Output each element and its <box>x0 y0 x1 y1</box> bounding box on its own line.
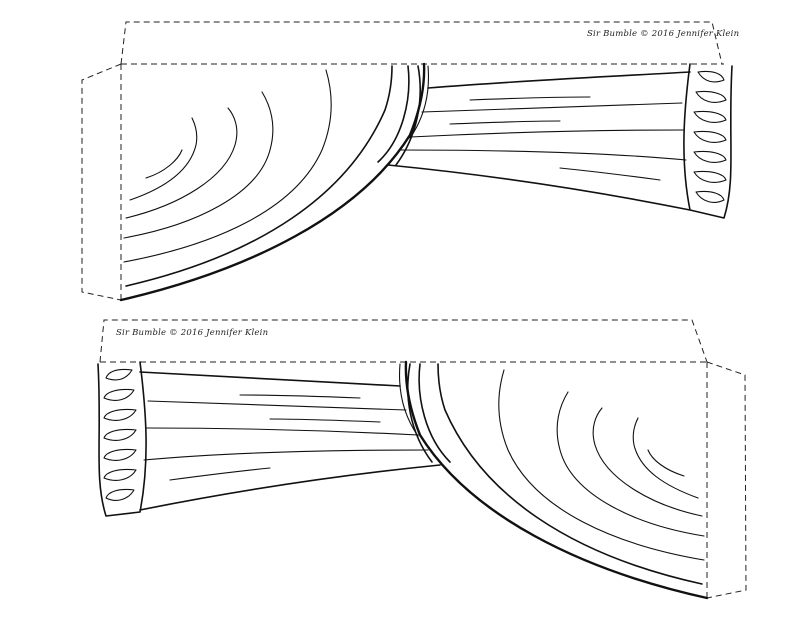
bottom-curtain-piece <box>97 319 747 600</box>
copyright-credit-top: Sir Bumble © 2016 Jennifer Klein <box>587 29 740 39</box>
top-cut-line-side-flap <box>81 63 122 301</box>
bottom-cut-line-tab <box>99 319 708 363</box>
copyright-credit-bottom: Sir Bumble © 2016 Jennifer Klein <box>116 328 269 338</box>
bottom-cut-line-side-flap <box>706 361 747 599</box>
top-ruffle-edge <box>683 63 733 219</box>
bottom-pleated-panel <box>139 371 441 511</box>
top-curtain-piece <box>81 21 733 302</box>
bottom-tie-band <box>399 363 451 463</box>
top-swag-drape <box>119 62 426 302</box>
bottom-swag-drape <box>404 360 709 600</box>
top-cut-line-tab <box>120 21 724 65</box>
top-pleated-panel <box>387 71 691 211</box>
bottom-ruffle-edge <box>97 361 147 517</box>
top-tie-band <box>377 65 429 166</box>
